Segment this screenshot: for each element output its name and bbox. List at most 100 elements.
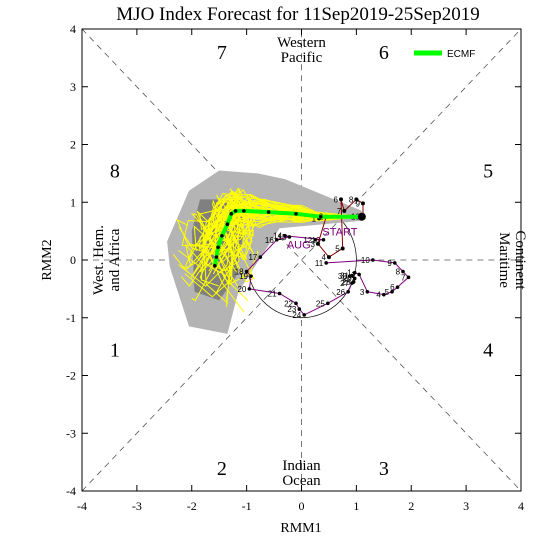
phase-number-label: 2 [217, 458, 227, 480]
x-tick-label: -2 [187, 499, 197, 513]
observed-august-point [350, 273, 354, 278]
observed-august-point [302, 313, 307, 317]
observed-august-day-label: 18 [235, 268, 244, 277]
observed-september-point [339, 197, 344, 202]
observed-september-point [315, 241, 320, 246]
forecast-mean-point [294, 212, 298, 216]
observed-august-point [392, 261, 397, 265]
observed-september-day-label: 5 [335, 244, 340, 253]
diagonal-line [81, 28, 522, 492]
observed-august-point [275, 237, 279, 242]
observed-august-point [326, 301, 330, 306]
observed-august-day-label: 28 [342, 278, 351, 287]
phase-number-label: 3 [379, 458, 389, 480]
chart-title: MJO Index Forecast for 11Sep2019-25Sep20… [116, 4, 479, 25]
observed-august-day-label: 21 [268, 289, 277, 298]
observed-august-point [277, 291, 282, 296]
observed-september-day-label: 8 [349, 195, 354, 204]
observed-august-day-label: 25 [316, 299, 325, 308]
observed-august-point [249, 274, 253, 278]
forecast-mean-point [318, 214, 323, 219]
observed-september-point [342, 208, 347, 213]
observed-september-point [354, 197, 359, 202]
observed-august-day-label: 23 [287, 305, 296, 314]
legend: ECMF [414, 49, 475, 60]
observed-august-day-label: 8 [396, 268, 401, 277]
observed-august-day-label: 6 [390, 283, 395, 292]
observed-august-day-label: 22 [284, 299, 293, 308]
region-label-bottom: Ocean [282, 473, 321, 489]
x-tick-label: -4 [77, 499, 87, 513]
observed-september-day-label: 6 [334, 195, 339, 204]
y-tick-label: 1 [70, 195, 76, 209]
observed-august-day-label: 7 [401, 273, 406, 282]
y-tick-label: 3 [70, 80, 76, 94]
observed-august-point [406, 275, 411, 280]
phase-number-label: 1 [110, 340, 120, 362]
observed-august-point [352, 276, 357, 281]
observed-august-point [401, 269, 405, 274]
ensemble-member-track [199, 193, 362, 283]
observed-august-day-label: 12 [303, 236, 312, 245]
y-tick-label: 4 [70, 22, 76, 36]
region-label-top: Western [277, 35, 326, 51]
ensemble-member-track [206, 202, 362, 302]
observed-august-point [313, 237, 318, 242]
diagonal-line [81, 28, 522, 492]
observed-august-point [346, 289, 350, 294]
observed-august-day-label: 14 [273, 232, 282, 241]
observed-august-day-label: 3 [360, 288, 365, 297]
region-label-bottom: Indian [282, 458, 321, 474]
observed-august-day-label: 30 [338, 272, 347, 281]
ensemble-member-track [173, 197, 362, 272]
y-tick-label: -4 [66, 484, 76, 498]
observed-september-point [326, 255, 331, 260]
x-tick-label: 3 [463, 499, 469, 513]
forecast-mean-point [225, 222, 230, 226]
phase-number-label: 4 [483, 340, 493, 362]
observed-august-point [365, 289, 370, 294]
observed-august-point [287, 235, 292, 239]
observed-august-day-label: 31 [340, 272, 349, 281]
x-tick-label: 4 [518, 499, 524, 513]
y-tick-label: -3 [66, 426, 76, 440]
observed-august-day-label: 16 [265, 236, 274, 245]
observed-august-day-label: 19 [239, 272, 248, 281]
observed-september-day-label: 9 [356, 199, 361, 208]
forecast-start-point [357, 212, 366, 221]
observed-august-point [247, 287, 252, 291]
observed-september-track [317, 198, 364, 258]
observed-august-point [357, 272, 361, 277]
observed-august-point [382, 292, 386, 297]
y-tick-label: -2 [66, 369, 76, 383]
observed-september-day-label: 7 [337, 207, 342, 216]
phase-number-label: 6 [379, 42, 389, 64]
observed-august-day-label: 15 [278, 233, 287, 242]
region-label-left: West. Hem. [91, 225, 107, 295]
forecast-mean-point [220, 233, 224, 238]
forecast-mean-point [266, 210, 271, 214]
observed-august-point [324, 261, 328, 265]
x-tick-label: 0 [299, 499, 305, 513]
observed-august-point [321, 237, 326, 242]
y-tick-label: 0 [70, 253, 76, 267]
observed-august-point [244, 269, 249, 274]
observed-august-day-label: 9 [387, 259, 392, 268]
forecast-mean-point [229, 212, 234, 216]
y-tick-label: -1 [66, 311, 76, 325]
ensemble-member-track [181, 187, 362, 247]
forecast-mean-point [233, 209, 238, 213]
observed-august-day-label: 27 [340, 279, 349, 288]
region-label-right: Continent [512, 230, 528, 290]
observed-august-day-label: 26 [336, 288, 345, 297]
region-label-left: and Africa [107, 228, 123, 291]
region-label-right: Maritime [496, 232, 512, 288]
y-axis-label: RMM2 [40, 239, 55, 280]
forecast-mean-point [212, 263, 217, 268]
aug-label: AUG [287, 239, 311, 251]
phase-number-label: 5 [483, 160, 493, 182]
observed-august-day-label: 4 [376, 291, 381, 300]
ensemble-member-track [195, 197, 362, 272]
observed-september-point [360, 201, 365, 206]
